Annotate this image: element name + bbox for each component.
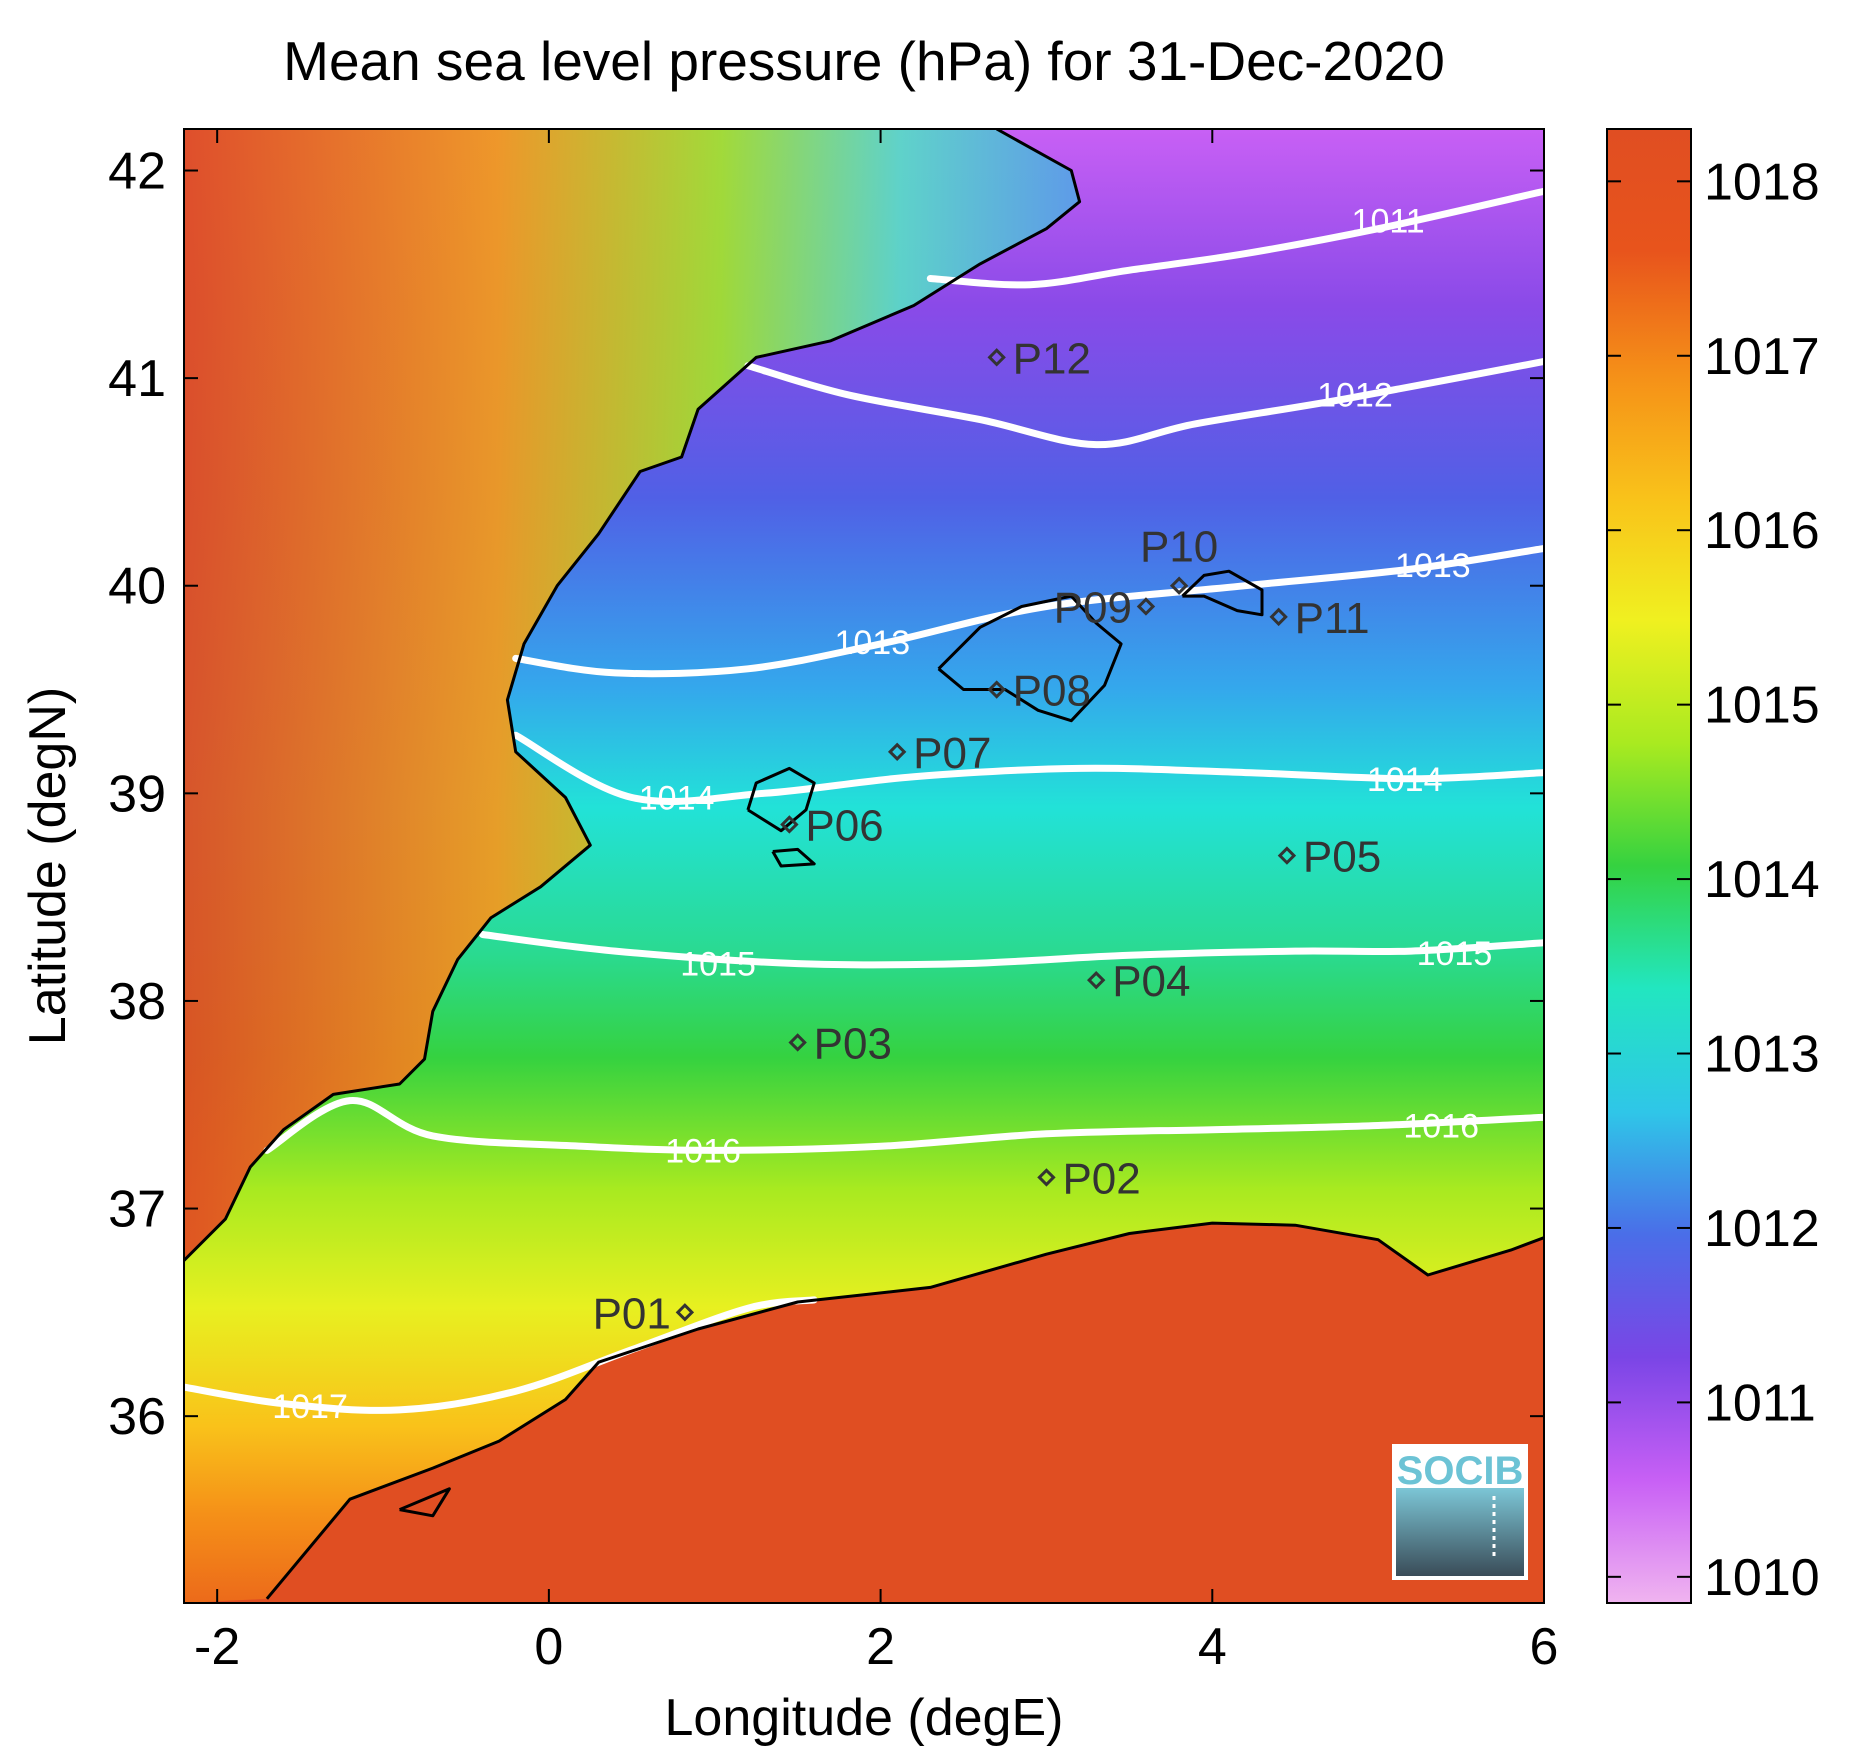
y-tick-label: 41	[108, 350, 166, 408]
socib-logo-text: SOCIB	[1397, 1449, 1524, 1493]
station-marker-p09	[1136, 597, 1156, 616]
station-label-p04: P04	[1112, 957, 1190, 1006]
colorbar-ticks: 1010 1011 1012 1013 1014 1015 1016 1017 1018	[1607, 153, 1820, 1607]
station-marker-p05	[1277, 846, 1297, 865]
x-tick-label: -2	[194, 1618, 240, 1676]
y-tick-label: 37	[108, 1181, 166, 1239]
station-label-p02: P02	[1062, 1154, 1140, 1203]
station-marker-p01	[675, 1303, 695, 1322]
isobar-lines	[184, 187, 1544, 1414]
station-label-p12: P12	[1013, 334, 1091, 383]
station-marker-p10	[1169, 576, 1189, 595]
colorbar-tick-label: 1014	[1704, 851, 1820, 909]
station-label-p03: P03	[814, 1019, 892, 1068]
station-marker-p06	[780, 815, 799, 834]
y-tick-label: 36	[108, 1388, 166, 1446]
isobar-label-1016: 1016	[1403, 1108, 1479, 1146]
station-label-p07: P07	[913, 729, 991, 778]
colorbar-tick-label: 1010	[1704, 1549, 1820, 1607]
station-marker-p03	[788, 1033, 807, 1052]
isobar-1011	[926, 187, 1544, 289]
coastline-menorca	[1181, 569, 1264, 617]
isobar-label-1015: 1015	[680, 946, 756, 984]
socib-logo: SOCIB	[1392, 1444, 1528, 1580]
colorbar	[1606, 128, 1692, 1604]
map-frame	[183, 128, 1545, 1604]
coastline-ibiza	[746, 766, 816, 833]
isobar-label-1012: 1012	[1317, 377, 1393, 415]
isobar-labels: 1011 1012 1013 1013 1014 1014 1015 1015 1016 1016…	[272, 202, 1492, 1425]
y-tick-label: 42	[108, 143, 166, 201]
isobar-1017	[184, 1296, 818, 1414]
colorbar-tick-label: 1013	[1704, 1026, 1820, 1084]
station-label-p01: P01	[593, 1289, 671, 1338]
coastline-africa	[265, 1221, 1544, 1600]
isobar-1016	[263, 1097, 1544, 1154]
y-tick-label: 40	[108, 558, 166, 616]
isobar-label-1013: 1013	[1395, 547, 1471, 585]
x-axis-label: Longitude (degE)	[665, 1689, 1064, 1747]
chart-title: Mean sea level pressure (hPa) for 31-Dec…	[283, 30, 1445, 92]
station-label-p06: P06	[805, 801, 883, 850]
isobar-label-1014: 1014	[1367, 761, 1443, 799]
coastlines	[184, 129, 1544, 1600]
station-marker-p04	[1087, 970, 1106, 990]
y-axis-label: Latitude (degN)	[19, 687, 77, 1045]
isobar-label-1017: 1017	[272, 1388, 348, 1426]
station-marker-p12	[987, 348, 1006, 367]
isobar-1012	[744, 358, 1544, 449]
station-label-p09: P09	[1054, 583, 1132, 632]
station-label-p05: P05	[1303, 833, 1381, 882]
colorbar-tick-label: 1011	[1704, 1374, 1816, 1432]
colorbar-tick-label: 1012	[1704, 1200, 1820, 1258]
isobar-1015	[479, 931, 1544, 969]
x-tick-label: 4	[1198, 1618, 1227, 1676]
coastline-iberia_north	[184, 129, 1082, 1262]
y-tick-label: 38	[108, 973, 166, 1031]
y-tick-label: 39	[108, 765, 166, 823]
station-marker-p02	[1037, 1168, 1056, 1187]
colorbar-tick-label: 1017	[1704, 328, 1820, 386]
coastline-mallorca	[937, 594, 1123, 723]
iberia-land-field	[184, 129, 1080, 1261]
isobar-label-1014: 1014	[639, 779, 715, 817]
x-tick-label: 0	[534, 1618, 563, 1676]
station-marker-p08	[987, 680, 1006, 699]
x-tick-label: 6	[1530, 1618, 1559, 1676]
isobar-1014	[512, 731, 1544, 805]
isobar-label-1015: 1015	[1417, 935, 1493, 973]
colorbar-tick-label: 1018	[1704, 153, 1820, 211]
station-marker-p07	[887, 742, 907, 762]
coastline-formentera	[771, 847, 816, 868]
y-axis-ticks: 36 37 38 39 40 41 42	[108, 143, 1544, 1446]
station-label-p11: P11	[1295, 594, 1370, 643]
station-label-p10: P10	[1140, 523, 1218, 572]
africa-land-field	[184, 1223, 1544, 1603]
colorbar-tick-label: 1016	[1704, 502, 1820, 560]
map-plot-area: 1011 1012 1013 1013 1014 1014 1015 1015 1016 1016…	[184, 129, 1544, 1603]
station-marker-p11	[1269, 607, 1288, 627]
colorbar-tick-label: 1015	[1704, 677, 1820, 735]
isobar-label-1011: 1011	[1352, 202, 1425, 240]
isobar-label-1013: 1013	[834, 624, 910, 662]
isobar-1013	[512, 544, 1544, 678]
x-tick-label: 2	[866, 1618, 895, 1676]
x-axis-ticks: -2 0 2 4 6	[194, 129, 1558, 1676]
coastline-alboran	[399, 1487, 451, 1518]
station-label-p08: P08	[1013, 667, 1091, 716]
isobar-label-1016: 1016	[665, 1132, 741, 1170]
